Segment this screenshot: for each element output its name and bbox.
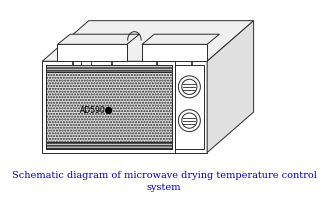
Polygon shape bbox=[142, 44, 207, 61]
Circle shape bbox=[178, 76, 200, 98]
Polygon shape bbox=[42, 21, 254, 61]
Text: Schematic diagram of microwave drying temperature control
system: Schematic diagram of microwave drying te… bbox=[11, 171, 317, 192]
Circle shape bbox=[182, 113, 197, 128]
Polygon shape bbox=[57, 34, 139, 44]
Text: AD590: AD590 bbox=[80, 106, 106, 115]
Circle shape bbox=[178, 110, 200, 132]
Circle shape bbox=[106, 107, 112, 113]
Bar bbox=[46, 72, 172, 142]
Bar bbox=[81, 61, 91, 65]
Bar bbox=[46, 142, 172, 149]
Bar bbox=[175, 65, 204, 149]
Circle shape bbox=[182, 79, 197, 94]
Polygon shape bbox=[142, 34, 219, 44]
Bar bbox=[46, 65, 172, 72]
Bar bbox=[46, 65, 172, 149]
Bar bbox=[42, 61, 207, 153]
Polygon shape bbox=[57, 44, 127, 61]
Polygon shape bbox=[207, 21, 254, 153]
